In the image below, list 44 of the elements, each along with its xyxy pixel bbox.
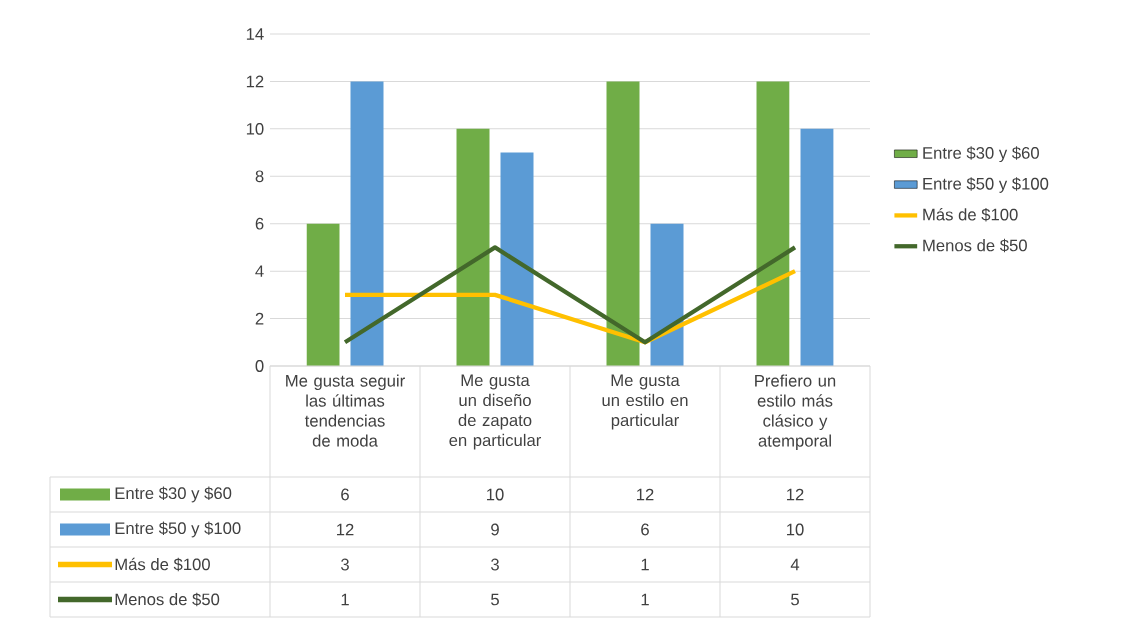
data-label: 5 bbox=[791, 593, 799, 606]
bar bbox=[306, 223, 340, 366]
legend-label: Entre $30 y $60 bbox=[923, 146, 1039, 163]
data-label: 10 bbox=[487, 488, 504, 501]
data-label: 12 bbox=[787, 488, 804, 501]
text: Más de $100 bbox=[115, 557, 210, 572]
data-label: 3 bbox=[341, 558, 349, 571]
text: Menos de $50 bbox=[115, 592, 220, 607]
bar bbox=[650, 223, 684, 366]
data-label: 12 bbox=[637, 488, 654, 501]
x-tick-label: Me gusta seguir las últimas tendencias de moda bbox=[286, 374, 405, 447]
legend-label: Entre $50 y $100 bbox=[923, 177, 1049, 193]
y-tick-label: 14 bbox=[246, 28, 264, 40]
bar bbox=[350, 81, 384, 366]
bar bbox=[800, 128, 834, 366]
data-label: 3 bbox=[491, 558, 499, 571]
data-label: 6 bbox=[641, 523, 649, 536]
bar bbox=[456, 128, 490, 366]
data-label: 6 bbox=[341, 488, 349, 501]
data-label: 4 bbox=[790, 558, 800, 571]
y-tick-label: 4 bbox=[255, 265, 264, 277]
y-tick-label: 10 bbox=[246, 122, 264, 135]
data-label: 12 bbox=[337, 523, 354, 536]
bar bbox=[756, 81, 790, 366]
data-label: 1 bbox=[641, 558, 649, 571]
x-tick-label: Me gusta un diseño de zapato en particular bbox=[449, 374, 542, 450]
y-tick-label: 0 bbox=[255, 360, 264, 372]
x-tick-label: Me gusta un estilo en particular bbox=[602, 374, 688, 430]
text: Entre $30 y $60 bbox=[115, 486, 232, 503]
y-tick-label: 6 bbox=[255, 217, 264, 230]
data-label: 1 bbox=[641, 593, 649, 606]
legend-label: Más de $100 bbox=[923, 208, 1018, 222]
text: Entre $50 y $100 bbox=[115, 521, 241, 538]
data-label: 9 bbox=[491, 523, 499, 536]
legend-label: Menos de $50 bbox=[923, 238, 1027, 253]
y-tick-label: 8 bbox=[255, 170, 264, 183]
x-tick-label: Prefiero un estilo más clásico y atemporal bbox=[755, 374, 836, 451]
y-tick-label: 12 bbox=[246, 75, 264, 88]
y-tick-label: 2 bbox=[255, 312, 264, 325]
data-label: 5 bbox=[491, 593, 499, 606]
bar bbox=[500, 152, 534, 366]
bar bbox=[606, 81, 640, 366]
data-label: 1 bbox=[341, 593, 349, 606]
data-label: 10 bbox=[787, 523, 804, 536]
